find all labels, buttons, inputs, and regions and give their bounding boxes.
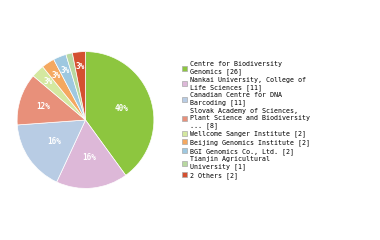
Wedge shape bbox=[54, 54, 86, 120]
Text: 40%: 40% bbox=[114, 104, 128, 113]
Text: 3%: 3% bbox=[61, 66, 70, 75]
Legend: Centre for Biodiversity
Genomics [26], Nankai University, College of
Life Scienc: Centre for Biodiversity Genomics [26], N… bbox=[182, 61, 310, 179]
Text: 16%: 16% bbox=[48, 137, 62, 146]
Wedge shape bbox=[17, 76, 85, 125]
Text: 3%: 3% bbox=[52, 71, 61, 80]
Wedge shape bbox=[57, 120, 126, 188]
Text: 16%: 16% bbox=[82, 153, 96, 162]
Text: 12%: 12% bbox=[36, 102, 50, 111]
Wedge shape bbox=[43, 60, 86, 120]
Wedge shape bbox=[17, 120, 85, 182]
Wedge shape bbox=[33, 67, 86, 120]
Wedge shape bbox=[86, 52, 154, 175]
Wedge shape bbox=[66, 53, 86, 120]
Text: 3%: 3% bbox=[44, 77, 53, 86]
Wedge shape bbox=[72, 52, 86, 120]
Text: 3%: 3% bbox=[76, 62, 85, 71]
